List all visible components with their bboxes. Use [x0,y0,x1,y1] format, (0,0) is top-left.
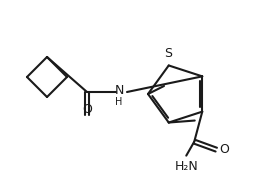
Text: O: O [82,103,92,116]
Text: S: S [164,48,172,60]
Text: O: O [219,143,229,156]
Text: H: H [115,97,123,107]
Text: H₂N: H₂N [175,160,198,173]
Text: N: N [114,84,124,96]
